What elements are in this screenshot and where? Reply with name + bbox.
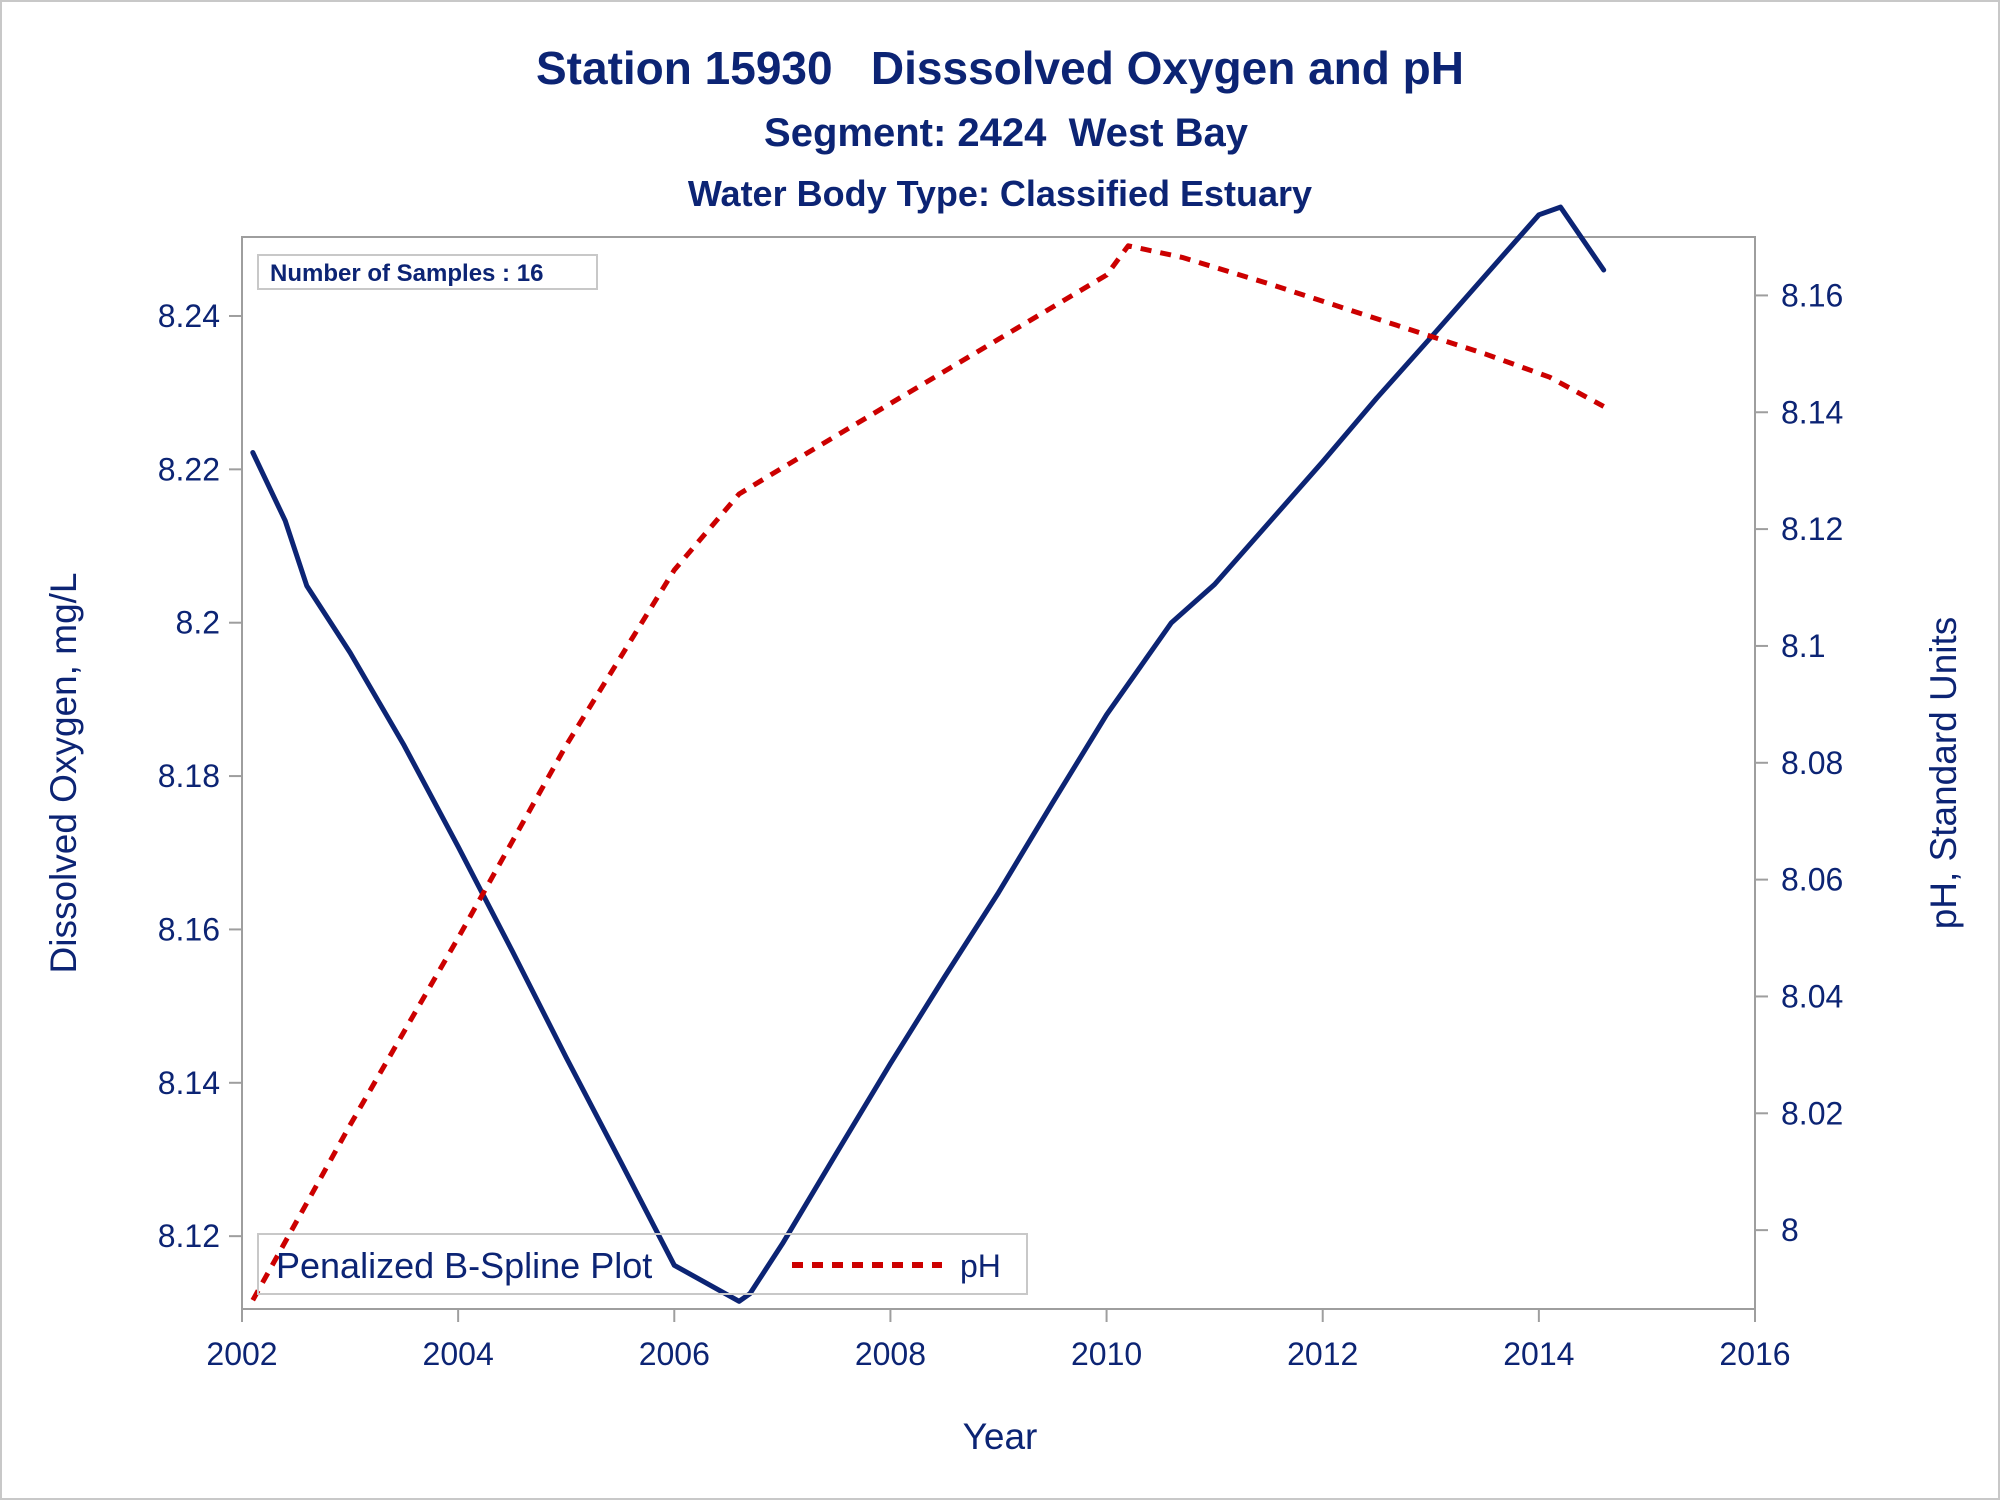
legend-label-ph: pH	[960, 1248, 1001, 1284]
chart-subtitle: Segment: 2424 West Bay	[764, 111, 1249, 155]
x-axis-label: Year	[963, 1416, 1038, 1457]
y-tick-label: 8.18	[158, 758, 220, 794]
x-tick-label: 2012	[1287, 1336, 1358, 1372]
x-tick-label: 2008	[855, 1336, 926, 1372]
y2-tick-label: 8.04	[1781, 978, 1843, 1014]
ph-series-line	[250, 243, 1605, 1302]
dissolved-oxygen-series-line	[250, 204, 1607, 1304]
y-tick-label: 8.24	[158, 298, 220, 334]
y-axis-label: Dissolved Oxygen, mg/L	[43, 572, 84, 973]
sample-count-frame	[257, 254, 598, 290]
y2-tick-label: 8.06	[1781, 862, 1843, 898]
x-tick-label: 2004	[423, 1336, 494, 1372]
y-tick-label: 8.16	[158, 911, 220, 947]
legend-title: Penalized B-Spline Plot	[276, 1245, 652, 1286]
y-tick-label: 8.14	[158, 1065, 220, 1101]
y2-tick-label: 8.16	[1781, 277, 1843, 313]
y2-axis-label: pH, Standard Units	[1923, 617, 1964, 930]
sample-count-box: Number of Samples : 16	[257, 254, 598, 290]
chart-subtitle-2: Water Body Type: Classified Estuary	[688, 173, 1312, 214]
y2-tick-label: 8.02	[1781, 1095, 1843, 1131]
x-tick-marks	[241, 1309, 1756, 1322]
y2-tick-labels: 8 8.02 8.04 8.06 8.08 8.1 8.12 8.14 8.16	[1781, 277, 1843, 1248]
series-layer	[250, 204, 1607, 1304]
x-tick-label: 2014	[1503, 1336, 1574, 1372]
y-tick-label: 8.12	[158, 1218, 220, 1254]
y2-tick-label: 8.1	[1781, 628, 1825, 664]
y-tick-label: 8.22	[158, 451, 220, 487]
legend-frame	[257, 1233, 1028, 1295]
x-tick-label: 2002	[206, 1336, 277, 1372]
x-tick-label: 2016	[1719, 1336, 1790, 1372]
y-tick-labels: 8.12 8.14 8.16 8.18 8.2 8.22 8.24	[158, 298, 220, 1254]
y2-tick-label: 8	[1781, 1212, 1799, 1248]
sample-count-text: Number of Samples : 16	[270, 260, 543, 287]
y2-tick-label: 8.12	[1781, 511, 1843, 547]
x-tick-label: 2006	[639, 1336, 710, 1372]
y2-tick-marks	[1755, 294, 1768, 1232]
y-tick-label: 8.2	[176, 605, 220, 641]
x-tick-label: 2010	[1071, 1336, 1142, 1372]
y-axis-right: 8 8.02 8.04 8.06 8.08 8.1 8.12 8.14 8.16 pH, Sta…	[1755, 277, 1964, 1248]
chart-title: Station 15930 Disssolved Oxygen and pH	[536, 42, 1464, 94]
legend: Penalized B-Spline Plot pH	[257, 1233, 1028, 1295]
y-tick-marks	[229, 314, 242, 1238]
plot-area-frame	[241, 236, 1756, 1310]
x-axis: 2002 2004 2006 2008 2010 2012 2014 2016 Year	[206, 1309, 1791, 1457]
y2-tick-label: 8.14	[1781, 394, 1843, 430]
x-tick-labels: 2002 2004 2006 2008 2010 2012 2014 2016	[206, 1336, 1790, 1372]
y2-tick-label: 8.08	[1781, 745, 1843, 781]
y-axis-left: 8.12 8.14 8.16 8.18 8.2 8.22 8.24 Dissolved Ox…	[43, 298, 242, 1254]
